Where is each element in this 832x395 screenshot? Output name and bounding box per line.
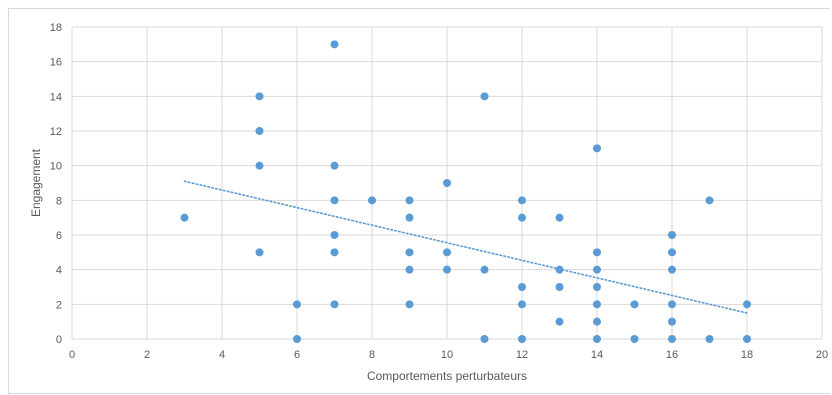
x-tick-label: 18 <box>741 349 753 361</box>
data-point <box>255 127 264 135</box>
y-tick-label: 14 <box>50 91 62 103</box>
data-point <box>405 300 414 309</box>
gridlines <box>71 26 823 340</box>
data-point <box>593 265 601 274</box>
data-point <box>630 300 639 309</box>
data-point <box>668 231 676 239</box>
x-tick-label: 6 <box>294 349 300 361</box>
data-point <box>705 196 714 205</box>
y-tick-label: 4 <box>56 265 62 277</box>
y-axis-title: Engagement <box>29 148 43 217</box>
data-points <box>180 40 751 343</box>
y-tick-label: 12 <box>50 126 62 138</box>
data-point <box>443 248 451 257</box>
data-point <box>743 300 751 309</box>
data-point <box>555 265 564 274</box>
data-point <box>330 300 339 309</box>
x-axis-title: Comportements perturbateurs <box>367 369 527 383</box>
data-point <box>630 335 639 343</box>
data-point <box>593 300 601 309</box>
data-point <box>443 265 451 274</box>
y-tick-label: 8 <box>56 195 62 207</box>
data-point <box>480 335 489 343</box>
x-tick-label: 16 <box>666 349 678 361</box>
data-point <box>405 265 414 274</box>
data-point <box>293 335 301 343</box>
y-tick-label: 0 <box>56 334 62 346</box>
data-point <box>668 248 676 257</box>
data-point <box>443 179 451 187</box>
data-point <box>668 335 676 343</box>
data-point <box>255 92 264 101</box>
x-tick-label: 4 <box>219 349 225 361</box>
y-tick-label: 16 <box>50 57 62 69</box>
data-point <box>593 317 601 326</box>
data-point <box>293 300 301 309</box>
data-point <box>593 335 601 343</box>
x-tick-label: 10 <box>441 349 453 361</box>
x-tick-label: 0 <box>69 349 75 361</box>
data-point <box>480 265 489 274</box>
data-point <box>330 40 339 49</box>
data-point <box>668 317 676 326</box>
data-point <box>518 196 526 205</box>
data-point <box>405 213 414 222</box>
x-tick-label: 14 <box>591 349 603 361</box>
data-point <box>255 248 264 257</box>
data-point <box>405 196 414 205</box>
x-tick-label: 20 <box>816 349 828 361</box>
data-point <box>330 248 339 257</box>
y-tick-labels: 0 2 4 6 8 10 12 14 16 18 <box>50 22 62 346</box>
chart-area <box>8 8 830 394</box>
y-tick-label: 6 <box>56 230 62 242</box>
data-point <box>330 196 339 205</box>
data-point <box>705 335 714 343</box>
data-point <box>743 335 751 343</box>
data-point <box>593 248 601 257</box>
data-point <box>668 300 676 309</box>
y-tick-label: 10 <box>50 161 62 173</box>
data-point <box>255 161 264 170</box>
data-point <box>555 283 564 291</box>
data-point <box>593 144 601 153</box>
data-point <box>518 283 526 291</box>
data-point <box>330 161 339 170</box>
trendline-group <box>183 180 748 314</box>
data-point <box>518 213 526 222</box>
data-point <box>668 265 676 274</box>
data-point <box>480 92 489 101</box>
y-tick-label: 2 <box>56 299 62 311</box>
data-point <box>368 196 376 205</box>
data-point <box>518 300 526 309</box>
x-tick-labels: 0 2 4 6 8 10 12 14 16 18 20 <box>69 349 828 361</box>
x-tick-label: 2 <box>144 349 150 361</box>
data-point <box>518 335 526 343</box>
data-point <box>180 213 189 222</box>
data-point <box>405 248 414 257</box>
y-tick-label: 18 <box>50 22 62 34</box>
x-tick-label: 12 <box>516 349 528 361</box>
data-point <box>593 283 601 291</box>
x-tick-label: 8 <box>369 349 375 361</box>
data-point <box>330 231 339 239</box>
data-point <box>555 213 564 222</box>
data-point <box>555 317 564 326</box>
trendline <box>183 180 748 314</box>
